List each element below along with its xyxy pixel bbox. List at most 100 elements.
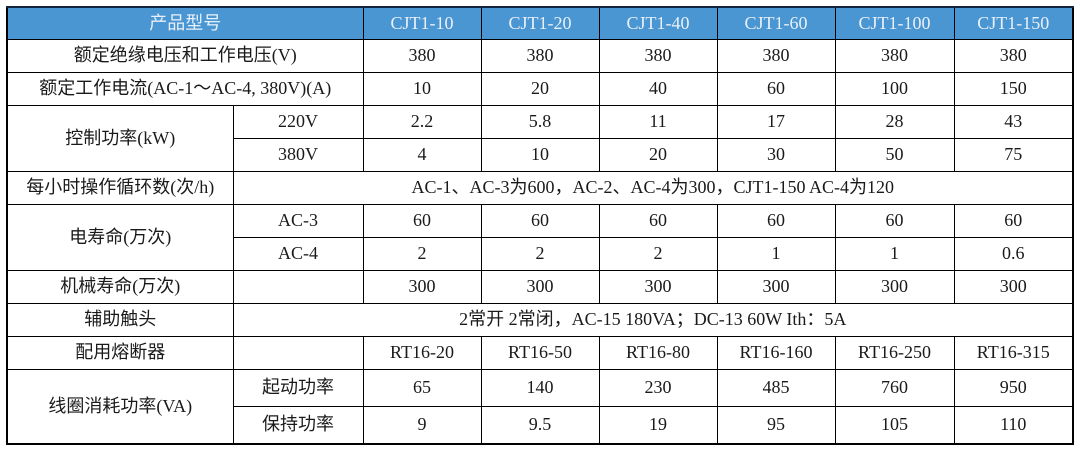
control-power-label: 控制功率(kW) (6, 105, 234, 172)
value-cell: 110 (953, 406, 1074, 445)
operating-cycles-value: AC-1、AC-3为600，AC-2、AC-4为300，CJT1-150 AC-… (232, 171, 1074, 205)
operating-cycles-label: 每小时操作循环数(次/h) (6, 171, 234, 205)
row-auxiliary-contacts: 辅助触头 2常开 2常闭，AC-15 180VA；DC-13 60W Ith：5… (6, 303, 1074, 337)
value-cell: 2 (598, 237, 718, 271)
value-cell: 50 (834, 138, 955, 172)
fuse-label: 配用熔断器 (6, 336, 234, 370)
header-product-model: 产品型号 (6, 6, 364, 40)
value-cell: 95 (716, 406, 836, 445)
value-cell: 9.5 (480, 406, 600, 445)
value-cell: 75 (953, 138, 1074, 172)
row-mechanical-life: 机械寿命(万次) 300 300 300 300 300 300 (6, 270, 1074, 304)
value-cell: 380 (834, 39, 955, 73)
value-cell: 4 (362, 138, 482, 172)
value-cell: 380 (480, 39, 600, 73)
value-cell: RT16-50 (480, 336, 600, 370)
value-cell: 2 (480, 237, 600, 271)
header-row: 产品型号 CJT1-10 CJT1-20 CJT1-40 CJT1-60 CJT… (6, 6, 1074, 40)
row-electrical-life-ac4: AC-4 2 2 2 1 1 0.6 (7, 237, 1074, 271)
value-cell: RT16-20 (362, 336, 482, 370)
header-model-cjt1-20: CJT1-20 (480, 6, 600, 40)
value-cell: 60 (716, 204, 836, 238)
header-model-cjt1-100: CJT1-100 (834, 6, 955, 40)
value-cell: 380 (716, 39, 836, 73)
contactor-spec-table: 产品型号 CJT1-10 CJT1-20 CJT1-40 CJT1-60 CJT… (6, 6, 1074, 445)
header-model-cjt1-40: CJT1-40 (598, 6, 718, 40)
value-cell: 140 (480, 369, 600, 407)
value-cell: 65 (362, 369, 482, 407)
value-cell: 19 (598, 406, 718, 445)
value-cell: 60 (598, 204, 718, 238)
row-rated-voltage: 额定绝缘电压和工作电压(V) 380 380 380 380 380 380 (6, 39, 1074, 73)
value-cell: 300 (480, 270, 600, 304)
value-cell: 17 (716, 105, 836, 139)
row-electrical-life-ac3: 电寿命(万次) AC-3 60 60 60 60 60 60 (6, 204, 1074, 271)
value-cell: 300 (716, 270, 836, 304)
row-coil-power-holding: 保持功率 9 9.5 19 95 105 110 (7, 406, 1074, 445)
sub-label-cell: AC-4 (232, 237, 364, 271)
sub-label-cell: 保持功率 (232, 406, 364, 445)
value-cell: 300 (598, 270, 718, 304)
value-cell: 0.6 (953, 237, 1074, 271)
row-operating-cycles: 每小时操作循环数(次/h) AC-1、AC-3为600，AC-2、AC-4为30… (6, 171, 1074, 205)
value-cell: RT16-250 (834, 336, 955, 370)
auxiliary-contacts-value: 2常开 2常闭，AC-15 180VA；DC-13 60W Ith：5A (232, 303, 1074, 337)
value-cell: 380 (953, 39, 1074, 73)
value-cell: RT16-160 (716, 336, 836, 370)
value-cell: 30 (716, 138, 836, 172)
value-cell: RT16-315 (953, 336, 1074, 370)
sub-label-cell: 220V (232, 105, 364, 139)
value-cell: RT16-80 (598, 336, 718, 370)
value-cell: 300 (953, 270, 1074, 304)
value-cell: 950 (953, 369, 1074, 407)
value-cell: 760 (834, 369, 955, 407)
sub-label-cell: AC-3 (232, 204, 364, 238)
row-fuse: 配用熔断器 RT16-20 RT16-50 RT16-80 RT16-160 R… (6, 336, 1074, 370)
header-model-cjt1-60: CJT1-60 (716, 6, 836, 40)
value-cell: 485 (716, 369, 836, 407)
value-cell: 20 (598, 138, 718, 172)
value-cell: 10 (362, 72, 482, 106)
empty-cell (232, 270, 364, 304)
value-cell: 300 (834, 270, 955, 304)
value-cell: 1 (716, 237, 836, 271)
value-cell: 20 (480, 72, 600, 106)
row-control-power-220v: 控制功率(kW) 220V 2.2 5.8 11 17 28 43 (6, 105, 1074, 172)
sub-label-cell: 起动功率 (232, 369, 364, 407)
value-cell: 230 (598, 369, 718, 407)
electrical-life-label: 电寿命(万次) (6, 204, 234, 271)
value-cell: 60 (716, 72, 836, 106)
value-cell: 2 (362, 237, 482, 271)
auxiliary-contacts-label: 辅助触头 (6, 303, 234, 337)
empty-cell (232, 336, 364, 370)
value-cell: 5.8 (480, 105, 600, 139)
table-header: 产品型号 CJT1-10 CJT1-20 CJT1-40 CJT1-60 CJT… (6, 6, 1074, 40)
value-cell: 10 (480, 138, 600, 172)
value-cell: 60 (362, 204, 482, 238)
sub-label-cell: 380V (232, 138, 364, 172)
value-cell: 380 (598, 39, 718, 73)
value-cell: 40 (598, 72, 718, 106)
value-cell: 11 (598, 105, 718, 139)
value-cell: 380 (362, 39, 482, 73)
value-cell: 60 (480, 204, 600, 238)
value-cell: 150 (953, 72, 1074, 106)
mechanical-life-label: 机械寿命(万次) (6, 270, 234, 304)
coil-power-label: 线圈消耗功率(VA) (6, 369, 234, 445)
rated-current-label: 额定工作电流(AC-1～AC-4, 380V)(A) (6, 72, 364, 106)
value-cell: 300 (362, 270, 482, 304)
header-model-cjt1-150: CJT1-150 (953, 6, 1074, 40)
value-cell: 9 (362, 406, 482, 445)
row-control-power-380v: 380V 4 10 20 30 50 75 (7, 138, 1074, 172)
value-cell: 28 (834, 105, 955, 139)
value-cell: 2.2 (362, 105, 482, 139)
row-coil-power-inrush: 线圈消耗功率(VA) 起动功率 65 140 230 485 760 950 (6, 369, 1074, 445)
value-cell: 105 (834, 406, 955, 445)
row-rated-current: 额定工作电流(AC-1～AC-4, 380V)(A) 10 20 40 60 1… (6, 72, 1074, 106)
value-cell: 43 (953, 105, 1074, 139)
value-cell: 60 (953, 204, 1074, 238)
rated-voltage-label: 额定绝缘电压和工作电压(V) (6, 39, 364, 73)
header-model-cjt1-10: CJT1-10 (362, 6, 482, 40)
value-cell: 1 (834, 237, 955, 271)
value-cell: 100 (834, 72, 955, 106)
